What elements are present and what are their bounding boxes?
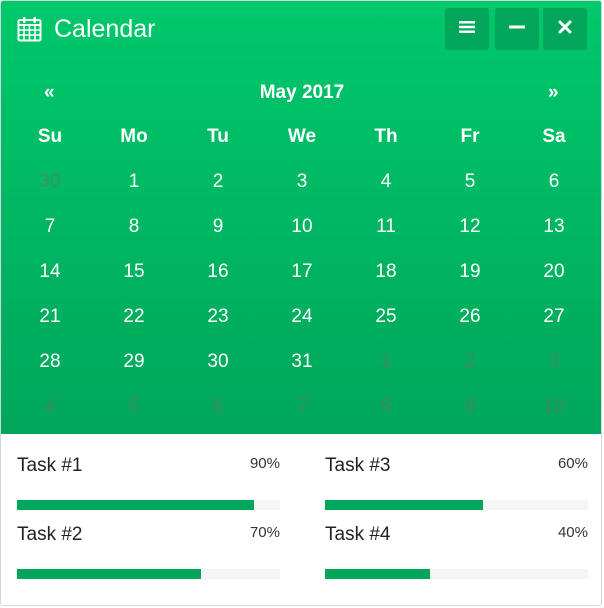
widget-title: Calendar [54, 15, 156, 43]
day-cell[interactable]: 27 [543, 306, 565, 327]
week-row: 21 22 23 24 25 26 27 [8, 294, 596, 339]
weekday-label: We [287, 126, 317, 147]
day-cell[interactable]: 24 [291, 306, 313, 327]
task-label: Task #4 [325, 524, 391, 545]
weekday-label: Sa [542, 126, 566, 147]
progress-fill [325, 569, 431, 579]
task-percent: 70% [249, 524, 280, 541]
task-progress-section: Task #1 90% Task #2 70% Task #3 60% Task… [1, 434, 601, 605]
times-icon [558, 20, 572, 39]
menu-button[interactable] [445, 8, 489, 50]
weekday-label: Su [37, 126, 63, 147]
calendar-panel: Calendar [1, 1, 601, 434]
day-cell[interactable]: 9 [212, 216, 224, 237]
task-label: Task #3 [325, 455, 391, 476]
progress-bar [17, 569, 280, 579]
minimize-button[interactable] [495, 8, 539, 50]
weekday-label: Mo [120, 126, 148, 147]
day-cell[interactable]: 28 [39, 351, 61, 372]
bars-icon [459, 20, 475, 39]
day-cell[interactable]: 12 [459, 216, 481, 237]
day-cell[interactable]: 23 [207, 306, 229, 327]
progress-bar [325, 500, 588, 510]
day-cell[interactable]: 7 [44, 216, 56, 237]
day-cell-other-month[interactable]: 8 [380, 396, 392, 417]
day-cell[interactable]: 10 [291, 216, 313, 237]
task-percent: 60% [557, 455, 588, 472]
close-button[interactable] [543, 8, 587, 50]
day-cell-other-month[interactable]: 6 [212, 396, 224, 417]
week-row: 30 1 2 3 4 5 6 [8, 159, 596, 204]
day-cell[interactable]: 31 [291, 351, 313, 372]
day-cell[interactable]: 15 [123, 261, 145, 282]
calendar-grid: Su Mo Tu We Th Fr Sa 30 1 2 3 4 5 6 7 8 9 10 11 12 13 14 15 16 1… [8, 114, 596, 429]
day-cell[interactable]: 3 [296, 171, 308, 192]
week-row: 7 8 9 10 11 12 13 [8, 204, 596, 249]
progress-bar [325, 569, 588, 579]
week-row: 28 29 30 31 1 2 3 [8, 339, 596, 384]
month-title[interactable]: May 2017 [259, 82, 345, 103]
day-cell[interactable]: 30 [207, 351, 229, 372]
day-cell[interactable]: 16 [207, 261, 229, 282]
day-cell[interactable]: 22 [123, 306, 145, 327]
day-cell[interactable]: 19 [459, 261, 481, 282]
task-label: Task #2 [17, 524, 83, 545]
prev-month-button[interactable]: « [44, 82, 55, 103]
day-cell-other-month[interactable]: 10 [543, 396, 565, 417]
day-cell[interactable]: 5 [464, 171, 476, 192]
day-cell[interactable]: 20 [543, 261, 565, 282]
week-row: 4 5 6 7 8 9 10 [8, 384, 596, 429]
day-cell-other-month[interactable]: 4 [44, 396, 56, 417]
day-cell-other-month[interactable]: 30 [39, 171, 61, 192]
day-cell[interactable]: 26 [459, 306, 481, 327]
day-cell[interactable]: 13 [543, 216, 565, 237]
day-cell[interactable]: 6 [548, 171, 560, 192]
day-cell[interactable]: 14 [39, 261, 61, 282]
task-percent: 40% [557, 524, 588, 541]
day-cell[interactable]: 11 [376, 216, 396, 237]
progress-fill [17, 569, 202, 579]
weekday-label: Th [374, 126, 398, 147]
progress-fill [325, 500, 483, 510]
day-cell[interactable]: 8 [128, 216, 140, 237]
calendar-icon [17, 16, 42, 42]
task-label: Task #1 [17, 455, 83, 476]
day-cell-other-month[interactable]: 1 [380, 351, 392, 372]
day-cell-other-month[interactable]: 9 [464, 396, 476, 417]
day-cell[interactable]: 2 [212, 171, 224, 192]
day-cell-other-month[interactable]: 5 [128, 396, 140, 417]
next-month-button[interactable]: » [548, 82, 559, 103]
day-cell[interactable]: 17 [291, 261, 313, 282]
week-row: 14 15 16 17 18 19 20 [8, 249, 596, 294]
day-cell[interactable]: 1 [128, 171, 140, 192]
day-cell[interactable]: 4 [380, 171, 392, 192]
day-cell-other-month[interactable]: 2 [464, 351, 476, 372]
day-cell-other-month[interactable]: 7 [296, 396, 308, 417]
progress-bar [17, 500, 280, 510]
day-cell-other-month[interactable]: 3 [548, 351, 560, 372]
month-nav: May 2017 « » [1, 79, 601, 107]
minus-icon [509, 20, 525, 39]
day-cell[interactable]: 29 [123, 351, 145, 372]
task-percent: 90% [249, 455, 280, 472]
weekday-label: Tu [207, 126, 229, 147]
day-cell[interactable]: 25 [375, 306, 397, 327]
weekday-header: Su Mo Tu We Th Fr Sa [8, 114, 596, 159]
weekday-label: Fr [460, 126, 480, 147]
widget-header: Calendar [1, 1, 601, 59]
day-cell[interactable]: 21 [39, 306, 61, 327]
day-cell[interactable]: 18 [375, 261, 397, 282]
progress-fill [17, 500, 254, 510]
